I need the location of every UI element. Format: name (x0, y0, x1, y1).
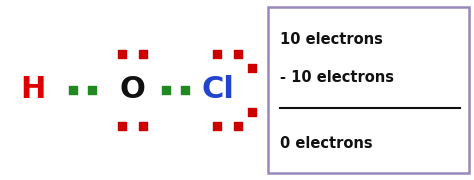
Point (139, 53, 147, 55)
Text: - 10 electrons: - 10 electrons (280, 70, 394, 85)
Point (248, 67, 256, 70)
Point (234, 53, 242, 55)
Point (162, 89, 170, 91)
Text: 10 electrons: 10 electrons (280, 32, 383, 47)
Point (234, 125, 242, 127)
Point (248, 110, 256, 113)
Point (89, 89, 96, 91)
Point (181, 89, 189, 91)
Point (213, 125, 221, 127)
Text: O: O (120, 75, 146, 105)
Point (213, 53, 221, 55)
Point (118, 125, 126, 127)
Point (70, 89, 77, 91)
Point (118, 53, 126, 55)
Text: H: H (20, 75, 46, 105)
FancyBboxPatch shape (268, 7, 469, 173)
Text: 0 electrons: 0 electrons (280, 136, 372, 152)
Text: Cl: Cl (201, 75, 235, 105)
Point (139, 125, 147, 127)
